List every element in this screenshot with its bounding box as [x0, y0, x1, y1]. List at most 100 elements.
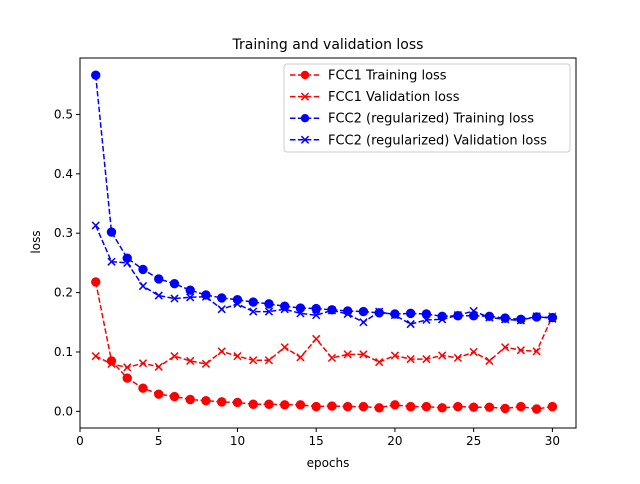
data-point [359, 350, 368, 359]
data-point [185, 285, 195, 295]
data-point [375, 307, 384, 316]
data-point [106, 356, 117, 366]
data-point [201, 290, 211, 300]
y-tick-label: 0.5 [54, 107, 73, 121]
data-point [422, 354, 431, 364]
data-point [264, 307, 274, 316]
x-axis: 0 5 10 15 20 25 30 [76, 428, 560, 448]
data-point [406, 354, 415, 364]
data-point [485, 313, 494, 322]
plot-frame [79, 57, 577, 429]
data-point [201, 359, 211, 368]
data-point [547, 401, 558, 412]
data-point [500, 403, 510, 414]
data-point [421, 309, 432, 319]
data-point [170, 352, 179, 361]
data-point [249, 307, 258, 316]
data-point [532, 347, 541, 356]
data-point [122, 253, 132, 263]
y-tick-label: 0.3 [54, 226, 73, 240]
data-point [438, 315, 447, 324]
series-4-line [95, 225, 553, 325]
series-2 [91, 312, 557, 372]
data-point [264, 356, 274, 365]
data-point [138, 281, 148, 291]
data-point [107, 257, 116, 266]
data-point [327, 401, 337, 411]
data-point [264, 299, 274, 309]
y-axis: 0.0 0.1 0.2 0.3 0.4 0.5 [54, 107, 80, 418]
data-point [295, 400, 306, 410]
data-point [406, 319, 415, 329]
legend-marker [300, 92, 310, 101]
data-point [296, 353, 305, 362]
data-point [485, 356, 494, 366]
data-point [122, 373, 132, 383]
data-point [154, 362, 163, 371]
data-point [343, 350, 352, 359]
legend-item-2: FCC1 Validation loss [290, 90, 460, 105]
legend-marker [300, 70, 310, 80]
data-point [312, 311, 321, 320]
data-point [279, 301, 290, 311]
legend-label: FCC2 (regularized) Training loss [328, 112, 534, 127]
data-point [437, 403, 447, 413]
data-point [453, 401, 463, 412]
series-4 [91, 221, 557, 329]
chart-title: Training and validation loss [232, 37, 424, 53]
x-tick-label: 0 [76, 434, 84, 448]
data-point [311, 401, 321, 412]
data-point [327, 306, 337, 315]
y-tick-label: 0.1 [54, 345, 73, 359]
data-point [312, 334, 321, 344]
data-point [91, 352, 100, 361]
data-point [405, 401, 416, 412]
data-point [358, 401, 369, 412]
data-point [154, 274, 164, 284]
data-point [248, 399, 258, 409]
x-tick-label: 5 [155, 434, 163, 448]
data-point [232, 295, 243, 305]
data-point [123, 258, 132, 268]
data-point [469, 347, 478, 357]
data-point [169, 278, 180, 289]
legend-item-1: FCC1 Training loss [290, 69, 447, 84]
data-point [233, 299, 242, 309]
data-point [516, 314, 526, 325]
data-point [264, 399, 274, 409]
data-point [390, 400, 400, 410]
legend-item-3: FCC2 (regularized) Training loss [290, 112, 534, 127]
data-point [484, 311, 495, 322]
data-point [154, 291, 163, 300]
x-tick-label: 10 [230, 434, 245, 448]
data-point [217, 305, 226, 314]
data-point [501, 315, 510, 324]
data-point [186, 356, 195, 366]
data-point [532, 312, 541, 321]
data-point [500, 313, 510, 323]
data-point [469, 306, 478, 316]
data-point [548, 314, 557, 323]
data-point [516, 316, 526, 325]
data-point [374, 403, 384, 413]
data-point [359, 318, 368, 327]
data-point [484, 402, 495, 412]
plot-area [79, 57, 577, 429]
x-tick-label: 30 [545, 434, 560, 448]
data-point [422, 315, 431, 325]
y-axis-label: loss [29, 230, 43, 253]
data-point [279, 400, 290, 410]
legend-label: FCC2 (regularized) Validation loss [328, 133, 547, 148]
data-point [438, 351, 447, 360]
data-point [405, 308, 416, 319]
data-point [217, 293, 227, 303]
data-point [468, 402, 479, 412]
data-point [280, 343, 289, 352]
x-axis-label: epochs [307, 456, 350, 470]
x-tick-label: 20 [387, 434, 402, 448]
data-point [390, 311, 400, 320]
data-point [232, 397, 243, 408]
series-1 [91, 277, 558, 414]
data-point [185, 394, 195, 405]
